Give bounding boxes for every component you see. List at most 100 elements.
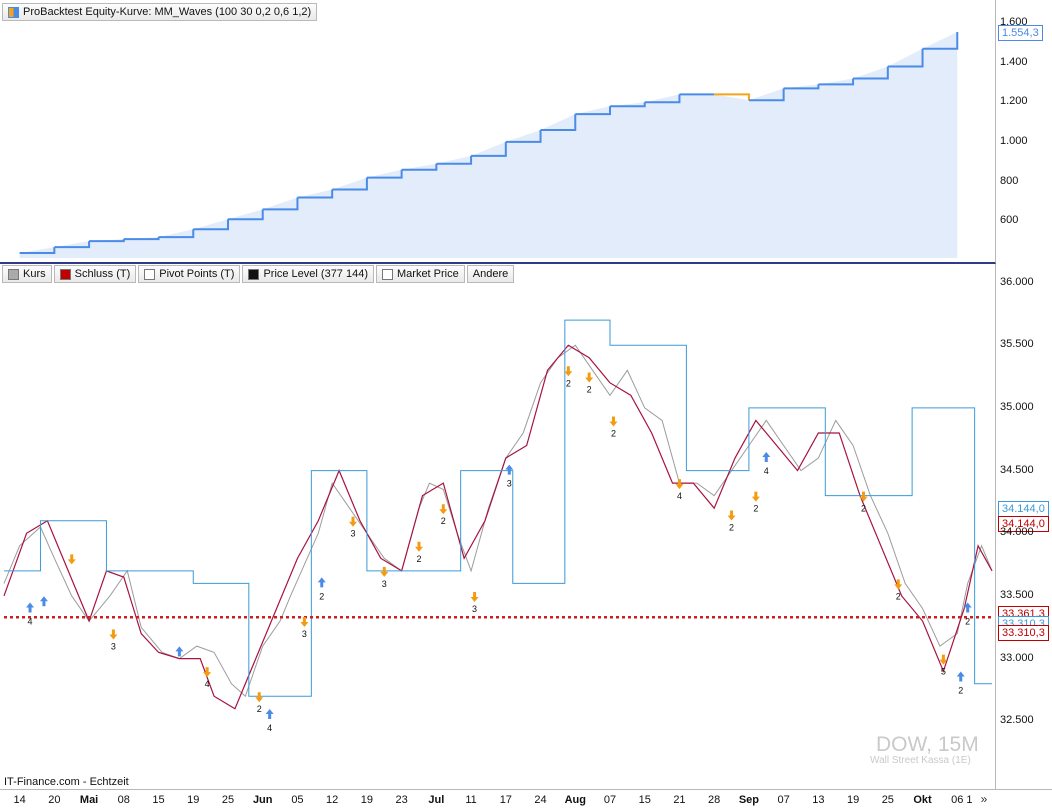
- price-legend-bar: Kurs Schluss (T) Pivot Points (T) Price Lev…: [2, 265, 515, 283]
- legend-swatch-icon: [382, 268, 393, 280]
- equity-chart: [19, 31, 959, 259]
- x-month-label: Jul: [428, 794, 445, 806]
- equity-segment: [471, 141, 507, 157]
- equity-segment: [818, 78, 855, 86]
- svg-text:3: 3: [302, 629, 307, 639]
- equity-segment: [748, 88, 785, 102]
- x-day-label: 07: [603, 794, 617, 806]
- x-day-label: 05: [291, 794, 304, 806]
- equity-segment: [853, 66, 889, 80]
- trade-down-arrow-icon: 2: [751, 491, 760, 514]
- svg-text:2: 2: [958, 685, 963, 695]
- x-day-label: 1: [966, 794, 973, 806]
- scroll-right-icon[interactable]: »: [980, 792, 988, 806]
- x-month-label: Aug: [564, 794, 586, 806]
- equity-y-tick: 1.400: [1000, 55, 1028, 68]
- trade-down-arrow-icon: 2: [859, 491, 868, 514]
- x-day-label: 25: [221, 794, 235, 806]
- trade-down-arrow-icon: 3: [300, 617, 309, 639]
- blue-pivot-tag: 34.144,0: [998, 501, 1049, 517]
- trade-down-arrow-icon: 2: [585, 372, 594, 395]
- svg-text:2: 2: [965, 616, 970, 626]
- trade-up-arrow-icon: 3: [505, 464, 514, 489]
- trade-down-arrow-icon: 4: [675, 479, 684, 501]
- x-day-label: 06: [951, 794, 964, 806]
- equity-y-tick: 1.600: [1000, 15, 1028, 28]
- svg-text:4: 4: [764, 466, 769, 476]
- equity-segment: [123, 237, 160, 241]
- svg-text:3: 3: [472, 604, 477, 614]
- red-close-tag: 34.144,0: [998, 516, 1049, 532]
- price-legend-item[interactable]: Pivot Points (T): [138, 265, 241, 283]
- equity-last-value-tag: 1.554,3: [998, 25, 1043, 41]
- price-legend-label: Andere: [472, 268, 509, 280]
- price-legend-label: Pivot Points (T): [159, 268, 235, 280]
- x-day-label: 07: [777, 794, 790, 806]
- equity-segment: [332, 177, 368, 191]
- price-legend-label: Schluss (T): [74, 268, 131, 280]
- equity-legend-item[interactable]: ProBacktest Equity-Kurve: MM_Waves (100 …: [2, 3, 318, 21]
- price-y-tick: 35.500: [1000, 338, 1034, 351]
- svg-text:3: 3: [111, 642, 116, 652]
- legend-swatch-icon: [248, 268, 260, 280]
- legend-swatch-icon: [144, 268, 156, 280]
- equity-segment: [366, 169, 403, 179]
- x-day-label: 19: [360, 794, 374, 806]
- price-legend-item[interactable]: Andere: [466, 265, 515, 283]
- price-legend-item[interactable]: Market Price: [376, 265, 465, 283]
- trade-up-arrow-icon: 4: [26, 602, 35, 626]
- equity-segment: [714, 93, 750, 101]
- equity-segment: [887, 48, 924, 68]
- svg-text:3: 3: [382, 579, 387, 589]
- trade-down-arrow-icon: 3: [109, 629, 118, 652]
- x-day-label: 19: [187, 794, 200, 806]
- svg-text:2: 2: [861, 504, 866, 514]
- equity-segment: [436, 155, 473, 165]
- trade-down-arrow-icon: 3: [470, 591, 479, 614]
- equity-pane: [0, 0, 996, 264]
- price-y-tick: 34.500: [1000, 463, 1034, 476]
- equity-segment: [158, 229, 195, 239]
- equity-segment: [401, 163, 438, 171]
- equity-y-tick: 1.000: [1000, 134, 1028, 147]
- footer-source: IT-Finance.com - Echtzeit: [4, 776, 129, 788]
- price-level-tag-c: 33.310,3: [998, 625, 1049, 641]
- equity-segment: [262, 197, 299, 211]
- x-day-label: 11: [465, 794, 477, 806]
- price-legend-item[interactable]: Kurs: [2, 265, 52, 283]
- equity-area: [19, 31, 958, 259]
- equity-segment: [19, 247, 56, 255]
- x-month-label: Mai: [79, 794, 99, 806]
- price-series-schluss: [3, 344, 993, 710]
- trade-down-arrow-icon: [67, 554, 76, 565]
- svg-text:2: 2: [416, 554, 421, 564]
- x-day-label: 28: [708, 794, 721, 806]
- trade-up-arrow-icon: [39, 596, 48, 607]
- trade-down-arrow-icon: 2: [609, 416, 618, 438]
- price-y-tick: 35.000: [1000, 400, 1034, 413]
- price-legend-item[interactable]: Schluss (T): [53, 265, 137, 283]
- x-day-label: 08: [117, 794, 130, 806]
- equity-legend-bar: ProBacktest Equity-Kurve: MM_Waves (100 …: [2, 3, 318, 21]
- x-day-label: 12: [326, 794, 339, 806]
- trade-down-arrow-icon: 2: [564, 366, 573, 388]
- trade-up-arrow-icon: 4: [762, 452, 771, 476]
- equity-segment: [922, 31, 959, 50]
- svg-text:2: 2: [753, 504, 758, 514]
- trade-down-arrow-icon: 3: [349, 516, 358, 539]
- equity-segment: [575, 106, 611, 116]
- equity-segment: [227, 209, 264, 221]
- trade-down-arrow-icon: 3: [380, 566, 389, 589]
- equity-y-axis: [996, 0, 1052, 262]
- x-day-label: 24: [534, 794, 547, 806]
- x-day-label: 23: [395, 794, 408, 806]
- svg-text:2: 2: [611, 428, 616, 438]
- price-legend-label: Market Price: [397, 268, 459, 280]
- equity-y-tick: 800: [1000, 174, 1019, 187]
- price-legend-item[interactable]: Price Level (377 144): [242, 265, 374, 283]
- x-day-label: 13: [812, 794, 825, 806]
- svg-text:3: 3: [507, 479, 512, 489]
- price-legend-label: Price Level (377 144): [263, 268, 368, 280]
